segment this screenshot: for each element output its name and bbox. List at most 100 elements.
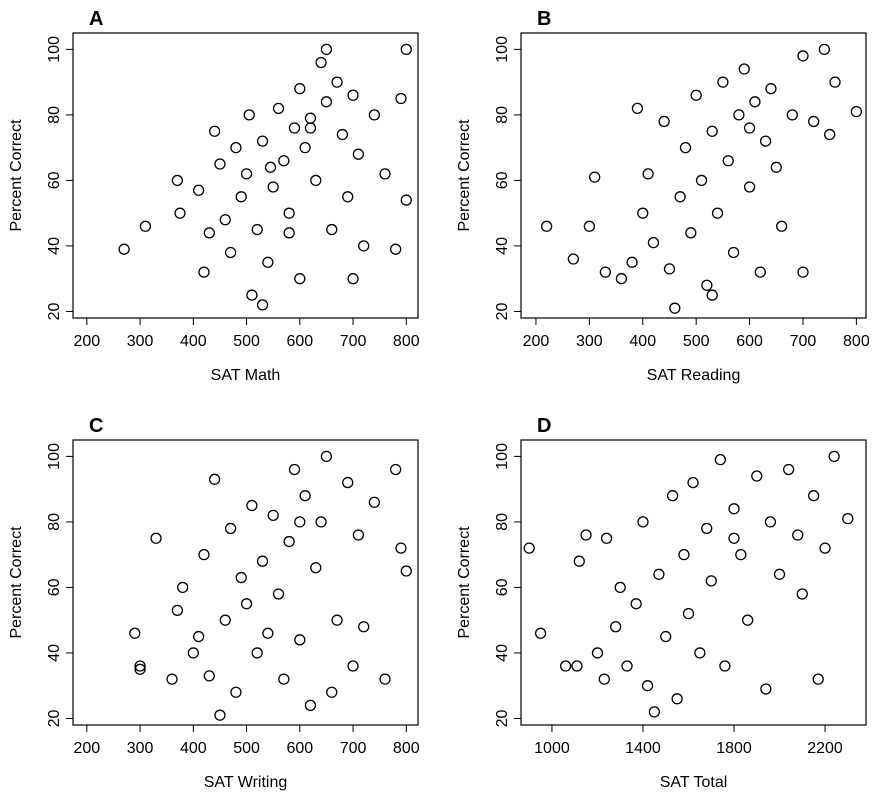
point bbox=[580, 529, 592, 541]
point bbox=[727, 246, 740, 259]
point bbox=[818, 43, 830, 56]
point bbox=[240, 168, 253, 180]
point bbox=[171, 604, 184, 616]
point bbox=[304, 122, 317, 134]
point bbox=[671, 693, 683, 705]
x-tick-label: 400 bbox=[180, 740, 207, 757]
point bbox=[642, 168, 654, 180]
point bbox=[796, 588, 808, 600]
x-axis-label: SAT Writing bbox=[204, 774, 288, 791]
point bbox=[591, 647, 604, 659]
point bbox=[368, 109, 380, 121]
panel-label: C bbox=[89, 415, 103, 437]
point bbox=[336, 128, 349, 141]
point bbox=[641, 680, 654, 692]
point bbox=[754, 266, 766, 278]
point bbox=[610, 621, 622, 633]
plot-box bbox=[72, 32, 419, 319]
point bbox=[230, 142, 242, 154]
y-tick-label: 40 bbox=[494, 237, 511, 255]
point bbox=[679, 142, 692, 154]
point bbox=[134, 663, 146, 675]
point bbox=[743, 122, 756, 134]
point bbox=[315, 516, 327, 528]
point bbox=[735, 549, 747, 561]
point bbox=[150, 532, 162, 544]
point bbox=[589, 171, 601, 183]
y-tick-label: 20 bbox=[46, 302, 63, 320]
point bbox=[299, 142, 311, 154]
point bbox=[198, 266, 210, 278]
point bbox=[395, 92, 407, 105]
point bbox=[192, 630, 205, 643]
point bbox=[187, 647, 199, 659]
x-tick-label: 2200 bbox=[807, 740, 843, 757]
x-tick-label: 1000 bbox=[534, 740, 570, 757]
x-tick-label: 500 bbox=[683, 333, 710, 350]
point bbox=[722, 155, 734, 167]
point bbox=[246, 499, 258, 512]
point bbox=[283, 207, 295, 219]
point bbox=[690, 89, 702, 101]
x-tick-label: 600 bbox=[286, 740, 313, 757]
plot-box bbox=[520, 32, 867, 319]
point bbox=[760, 683, 772, 695]
point bbox=[573, 555, 585, 567]
point bbox=[283, 535, 295, 548]
x-tick-label: 200 bbox=[73, 740, 100, 757]
y-tick-label: 20 bbox=[494, 302, 511, 320]
point bbox=[214, 158, 226, 170]
y-tick-label: 20 bbox=[46, 709, 63, 727]
point bbox=[208, 125, 221, 137]
y-tick-label: 80 bbox=[46, 106, 63, 124]
point bbox=[331, 76, 343, 88]
point bbox=[310, 174, 322, 187]
x-axis-label: SAT Total bbox=[660, 774, 728, 791]
point bbox=[775, 220, 788, 232]
point bbox=[331, 614, 343, 626]
point bbox=[728, 503, 740, 515]
point bbox=[294, 516, 306, 528]
point bbox=[792, 529, 804, 541]
point bbox=[842, 512, 854, 525]
point bbox=[770, 161, 782, 173]
y-tick-label: 40 bbox=[46, 237, 63, 255]
point bbox=[701, 279, 713, 291]
point bbox=[706, 289, 718, 301]
point bbox=[626, 256, 638, 268]
point bbox=[808, 115, 820, 128]
x-axis-label: SAT Math bbox=[211, 367, 281, 384]
point bbox=[294, 273, 306, 285]
y-tick-label: 100 bbox=[46, 36, 63, 63]
x-tick-label: 800 bbox=[843, 333, 870, 350]
point bbox=[797, 266, 809, 278]
y-tick-label: 80 bbox=[494, 106, 511, 124]
point bbox=[567, 253, 579, 265]
point bbox=[224, 246, 237, 259]
point bbox=[177, 581, 189, 594]
x-tick-label: 200 bbox=[523, 333, 550, 350]
point bbox=[717, 76, 729, 88]
y-tick-label: 100 bbox=[494, 443, 511, 470]
y-axis-label: Percent Correct bbox=[456, 119, 473, 232]
panel-label: D bbox=[537, 415, 551, 437]
point bbox=[294, 634, 306, 646]
point bbox=[706, 125, 718, 137]
x-tick-label: 200 bbox=[73, 333, 100, 350]
x-tick-label: 300 bbox=[576, 333, 603, 350]
point bbox=[705, 575, 717, 587]
point bbox=[203, 227, 215, 239]
y-tick-label: 60 bbox=[494, 171, 511, 189]
point bbox=[246, 289, 258, 301]
point bbox=[599, 266, 612, 278]
point bbox=[320, 96, 333, 108]
panel-label: B bbox=[537, 8, 551, 30]
point bbox=[400, 43, 412, 56]
point bbox=[379, 168, 391, 180]
point bbox=[251, 647, 263, 659]
point bbox=[759, 135, 772, 147]
point bbox=[773, 568, 786, 580]
point bbox=[267, 509, 279, 521]
point bbox=[379, 673, 391, 685]
